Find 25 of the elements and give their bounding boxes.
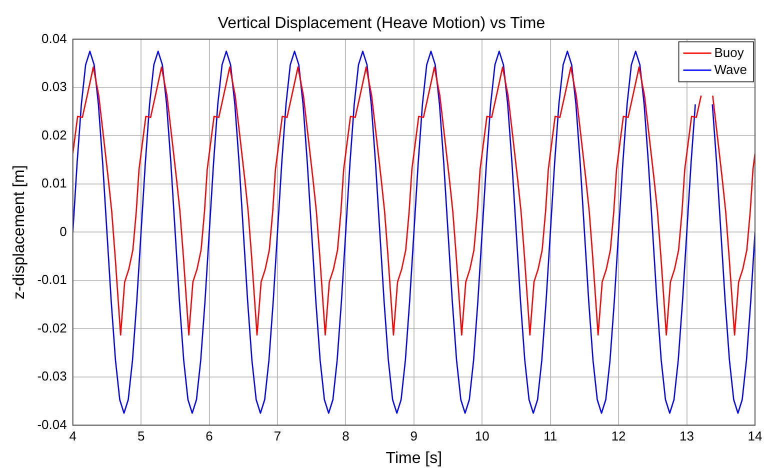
chart-title: Vertical Displacement (Heave Motion) vs Time: [218, 15, 546, 32]
x-tick-label: 6: [206, 428, 213, 444]
x-tick-label: 8: [342, 428, 350, 444]
y-tick-label: 0.01: [42, 176, 67, 191]
x-tick-label: 4: [69, 428, 76, 444]
y-tick-label: 0.04: [42, 30, 67, 46]
x-tick-label: 13: [680, 428, 694, 444]
legend-label: Buoy: [714, 44, 744, 60]
x-axis-title: Time [s]: [386, 450, 442, 467]
x-tick-label: 11: [544, 428, 558, 444]
y-tick-label: 0.02: [42, 127, 67, 142]
x-tick-label: 5: [137, 428, 145, 444]
y-tick-label: -0.03: [37, 368, 67, 384]
x-tick-label: 10: [474, 428, 490, 444]
y-tick-label: -0.01: [37, 272, 67, 288]
y-tick-label: 0: [60, 224, 67, 239]
x-tick-label: 12: [611, 428, 626, 444]
x-tick-label: 9: [410, 428, 418, 444]
y-axis-title: z-displacement [m]: [11, 165, 28, 300]
legend-label: Wave: [714, 62, 747, 77]
y-tick-label: -0.02: [37, 320, 67, 336]
x-tick-label: 14: [748, 428, 762, 444]
x-tick-label: 7: [274, 428, 282, 444]
y-tick-label: 0.03: [42, 79, 67, 94]
y-tick-label: -0.04: [37, 416, 67, 432]
